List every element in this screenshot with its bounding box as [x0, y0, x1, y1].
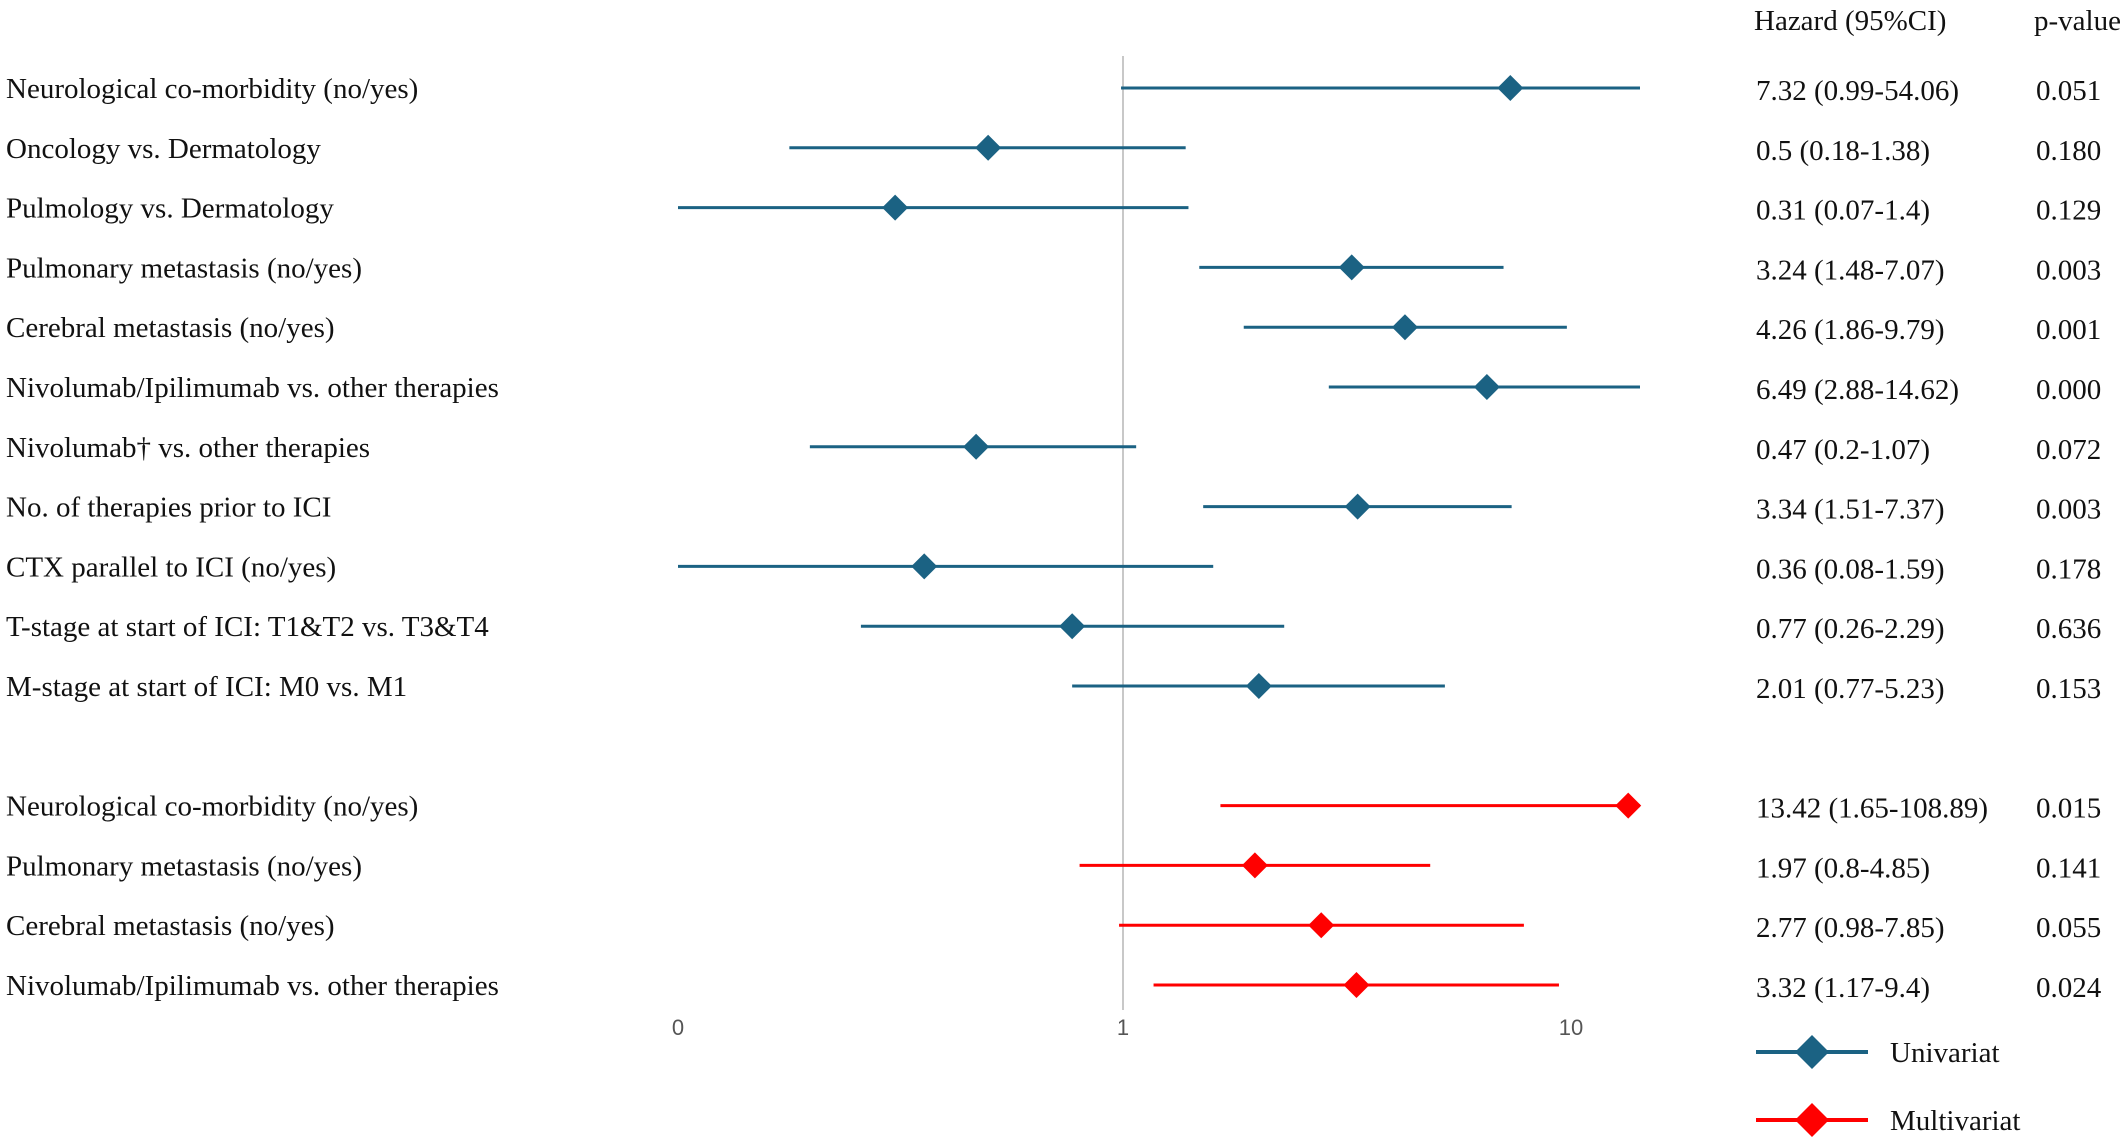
legend-item: Univariat: [1756, 1035, 2000, 1069]
row-label: Oncology vs. Dermatology: [6, 133, 321, 165]
hazard-value: 0.36 (0.08-1.59): [1756, 553, 1944, 585]
p-value: 0.178: [2036, 553, 2101, 585]
hr-marker: [1343, 972, 1370, 998]
forest-row: Nivolumab† vs. other therapies 0.47 (0.2-…: [6, 432, 2101, 466]
hazard-value: 0.31 (0.07-1.4): [1756, 195, 1930, 227]
p-value: 0.001: [2036, 314, 2101, 346]
hazard-value: 7.32 (0.99-54.06): [1756, 75, 1959, 107]
hazard-value: 1.97 (0.8-4.85): [1756, 852, 1930, 884]
legend: Univariat Multivariat: [1756, 1035, 2020, 1137]
hr-marker: [1338, 254, 1365, 281]
hazard-value: 13.42 (1.65-108.89): [1756, 793, 1988, 825]
hr-marker: [1473, 374, 1500, 400]
p-value: 0.636: [2036, 613, 2101, 645]
forest-row: Pulmonary metastasis (no/yes) 1.97 (0.8-4…: [6, 850, 2101, 884]
hr-marker: [1497, 75, 1524, 101]
hr-marker: [882, 194, 909, 221]
p-value: 0.153: [2036, 673, 2101, 705]
hr-marker: [1391, 314, 1418, 341]
forest-row: Neurological co-morbidity (no/yes) 13.42 …: [6, 791, 2101, 825]
hr-marker: [1615, 792, 1642, 819]
x-axis-ticks: 0 1 10: [672, 1015, 1583, 1040]
forest-row: Neurological co-morbidity (no/yes) 7.32 (…: [6, 73, 2101, 107]
column-headers: Hazard (95%CI) p-value: [1754, 5, 2121, 37]
p-value: 0.003: [2036, 494, 2101, 526]
forest-row: No. of therapies prior to ICI 3.34 (1.51-…: [6, 492, 2101, 526]
p-value: 0.129: [2036, 195, 2101, 227]
legend-diamond-icon: [1795, 1103, 1829, 1137]
row-label: Cerebral metastasis (no/yes): [6, 312, 335, 344]
forest-row: CTX parallel to ICI (no/yes) 0.36 (0.08-1…: [6, 551, 2101, 585]
p-value: 0.003: [2036, 254, 2101, 286]
hr-marker: [1241, 852, 1268, 879]
forest-row: T-stage at start of ICI: T1&T2 vs. T3&T4…: [6, 611, 2101, 645]
hazard-value: 3.34 (1.51-7.37): [1756, 494, 1944, 526]
row-label: Neurological co-morbidity (no/yes): [6, 73, 418, 105]
row-label: Nivolumab/Ipilimumab vs. other therapies: [6, 372, 499, 404]
hazard-value: 4.26 (1.86-9.79): [1756, 314, 1944, 346]
hazard-value: 3.32 (1.17-9.4): [1756, 972, 1930, 1004]
row-label: T-stage at start of ICI: T1&T2 vs. T3&T4: [6, 611, 489, 643]
p-value: 0.015: [2036, 793, 2101, 825]
hr-marker: [1308, 912, 1335, 939]
forest-row: Nivolumab/Ipilimumab vs. other therapies…: [6, 970, 2102, 1004]
legend-label: Univariat: [1890, 1037, 2000, 1069]
p-value: 0.024: [2036, 972, 2102, 1004]
forest-row: Pulmonary metastasis (no/yes) 3.24 (1.48-…: [6, 252, 2101, 286]
x-tick-label: 1: [1117, 1015, 1129, 1040]
row-label: No. of therapies prior to ICI: [6, 492, 331, 524]
p-value: 0.000: [2036, 374, 2101, 406]
p-value: 0.180: [2036, 135, 2101, 167]
row-label: Neurological co-morbidity (no/yes): [6, 791, 418, 823]
forest-row: Pulmology vs. Dermatology 0.31 (0.07-1.4)…: [6, 193, 2101, 227]
row-label: M-stage at start of ICI: M0 vs. M1: [6, 671, 407, 703]
row-label: Nivolumab† vs. other therapies: [6, 432, 370, 464]
hazard-value: 0.47 (0.2-1.07): [1756, 434, 1930, 466]
p-value: 0.055: [2036, 912, 2101, 944]
hazard-value: 3.24 (1.48-7.07): [1756, 254, 1944, 286]
hazard-column-header: Hazard (95%CI): [1754, 5, 1946, 37]
hazard-value: 6.49 (2.88-14.62): [1756, 374, 1959, 406]
row-label: CTX parallel to ICI (no/yes): [6, 551, 336, 583]
legend-diamond-icon: [1795, 1035, 1829, 1069]
hazard-value: 2.01 (0.77-5.23): [1756, 673, 1944, 705]
hazard-value: 0.77 (0.26-2.29): [1756, 613, 1944, 645]
row-label: Cerebral metastasis (no/yes): [6, 910, 335, 942]
forest-row: Cerebral metastasis (no/yes) 4.26 (1.86-9…: [6, 312, 2101, 346]
legend-item: Multivariat: [1756, 1103, 2020, 1137]
x-tick-label: 10: [1559, 1015, 1583, 1040]
hr-marker: [911, 553, 938, 580]
row-label: Pulmonary metastasis (no/yes): [6, 850, 362, 882]
row-label: Pulmology vs. Dermatology: [6, 193, 334, 225]
hr-marker: [963, 433, 990, 460]
x-tick-label: 0: [672, 1015, 684, 1040]
forest-row: M-stage at start of ICI: M0 vs. M1 2.01 (…: [6, 671, 2101, 705]
hazard-value: 2.77 (0.98-7.85): [1756, 912, 1944, 944]
row-label: Nivolumab/Ipilimumab vs. other therapies: [6, 970, 499, 1002]
row-label: Pulmonary metastasis (no/yes): [6, 252, 362, 284]
p-value: 0.051: [2036, 75, 2101, 107]
hr-marker: [975, 134, 1002, 161]
hazard-value: 0.5 (0.18-1.38): [1756, 135, 1930, 167]
forest-row: Nivolumab/Ipilimumab vs. other therapies…: [6, 372, 2101, 406]
forest-rows: Neurological co-morbidity (no/yes) 7.32 (…: [6, 73, 2102, 1004]
p-value: 0.141: [2036, 852, 2101, 884]
forest-row: Cerebral metastasis (no/yes) 2.77 (0.98-7…: [6, 910, 2101, 944]
forest-row: Oncology vs. Dermatology 0.5 (0.18-1.38) 0…: [6, 133, 2101, 167]
hr-marker: [1059, 613, 1086, 640]
hr-marker: [1245, 673, 1272, 699]
hr-marker: [1344, 493, 1371, 520]
p-value: 0.072: [2036, 434, 2101, 466]
legend-label: Multivariat: [1890, 1105, 2020, 1137]
p-value-column-header: p-value: [2034, 5, 2121, 37]
